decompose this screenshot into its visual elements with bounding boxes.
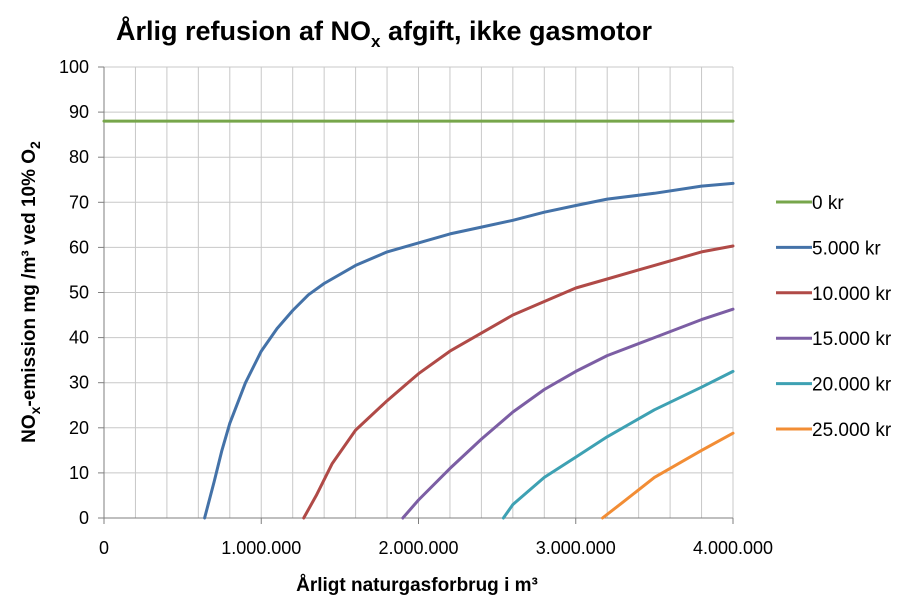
chart-title-main: Årlig refusion af NO	[116, 15, 371, 46]
y-axis-title: NOx-emission mg /m³ ved 10% O2	[19, 141, 43, 443]
y-tick-label: 80	[69, 147, 89, 167]
y-axis-title-subscript2: 2	[27, 141, 43, 149]
axes	[98, 66, 734, 524]
y-tick-label: 40	[69, 328, 89, 348]
y-tick-label: 70	[69, 192, 89, 212]
y-tick-label: 60	[69, 237, 89, 257]
series-line	[302, 244, 735, 520]
x-tick-label: 1.000.000	[221, 538, 301, 558]
chart-title: Årlig refusion af NOx afgift, ikke gasmo…	[116, 15, 653, 51]
y-tick-label: 90	[69, 102, 89, 122]
legend-label: 5.000 kr	[812, 238, 881, 259]
y-tick-label: 20	[69, 418, 89, 438]
chart-title-rest: afgift, ikke gasmotor	[381, 16, 653, 46]
y-tick-labels: 0 10 20 30 40 50 60 70 80 90 100	[59, 57, 89, 528]
series-line	[401, 307, 735, 520]
x-tick-label: 4.000.000	[693, 538, 773, 558]
chart-title-subscript: x	[371, 32, 381, 51]
y-tick-label: 30	[69, 373, 89, 393]
series-line	[501, 369, 735, 520]
y-axis-title-part2: -emission mg /m³ ved 10% O	[19, 149, 40, 407]
legend: 0 kr 5.000 kr 10.000 kr 15.000 kr 20.000 kr 2…	[776, 193, 892, 441]
y-axis-title-part1: NO	[19, 414, 40, 443]
series-line	[601, 431, 735, 520]
legend-label: 20.000 kr	[812, 375, 892, 396]
legend-label: 0 kr	[812, 193, 844, 214]
legend-label: 10.000 kr	[812, 284, 892, 305]
y-tick-label: 100	[59, 57, 89, 77]
y-axis-title-subscript1: x	[27, 406, 43, 414]
x-tick-labels: 0 1.000.000 2.000.000 3.000.000 4.000.000	[99, 538, 773, 558]
x-tick-label: 0	[99, 538, 109, 558]
x-axis-title: Årligt naturgasforbrug i m³	[296, 575, 538, 596]
grid-lines	[103, 66, 734, 519]
y-tick-label: 50	[69, 283, 89, 303]
x-tick-label: 3.000.000	[536, 538, 616, 558]
series-line	[203, 181, 735, 520]
y-tick-label: 0	[79, 508, 89, 528]
x-tick-label: 2.000.000	[378, 538, 458, 558]
legend-label: 15.000 kr	[812, 329, 892, 350]
data-series	[102, 119, 735, 520]
legend-label: 25.000 kr	[812, 420, 892, 441]
y-tick-label: 10	[69, 463, 89, 483]
